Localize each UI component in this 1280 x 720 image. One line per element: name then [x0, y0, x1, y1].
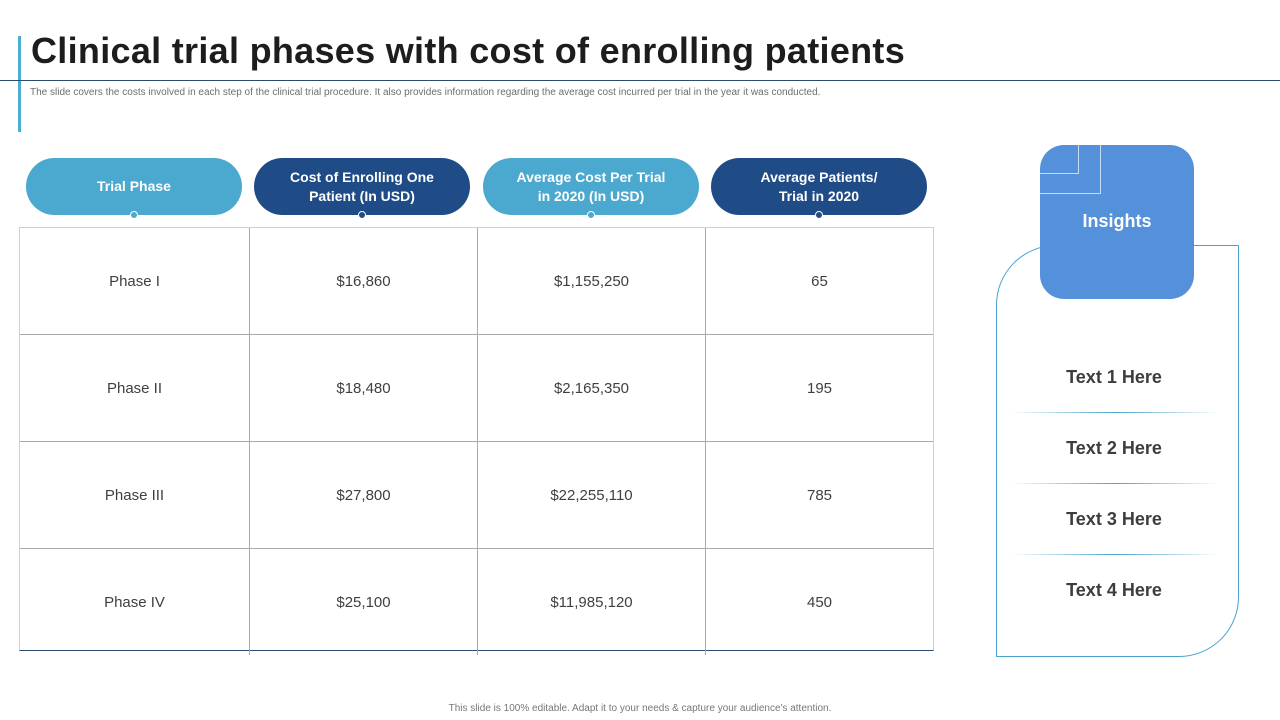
table-cell: Phase IV	[104, 593, 165, 611]
header-label: Average Patients/ Trial in 2020	[760, 168, 878, 204]
table-cell: $25,100	[249, 549, 477, 655]
table-cell: $1,155,250	[477, 228, 705, 334]
page-title: Clinical trial phases with cost of enrol…	[31, 30, 906, 71]
insight-item-3: Text 3 Here	[1066, 509, 1162, 529]
header-connector-dot	[130, 211, 138, 219]
table-cell: $2,165,350	[477, 335, 705, 441]
table-cell: Phase I	[109, 272, 160, 290]
insight-divider	[1010, 412, 1220, 413]
header-connector-dot	[358, 211, 366, 219]
header-connector-dot	[587, 211, 595, 219]
header-trial-phase: Trial Phase	[26, 158, 242, 219]
insight-item-4: Text 4 Here	[1066, 580, 1162, 600]
header-label: Cost of Enrolling One Patient (In USD)	[290, 168, 434, 204]
decorative-corner-lines-inner	[1040, 145, 1079, 174]
table-cell: 785	[705, 442, 933, 548]
header-cost-enrolling: Cost of Enrolling One Patient (In USD)	[254, 158, 470, 219]
table-cell: $22,255,110	[477, 442, 705, 548]
header-average-patients: Average Patients/ Trial in 2020	[711, 158, 927, 219]
title-accent-bar	[18, 36, 21, 132]
table-cell: Phase II	[106, 379, 163, 397]
table-cell: 195	[705, 335, 933, 441]
table-cell: 65	[705, 228, 933, 334]
header-label: Trial Phase	[97, 178, 171, 194]
insight-divider	[1010, 483, 1220, 484]
decorative-corner-lines	[1040, 145, 1101, 194]
title-divider	[0, 80, 1280, 81]
footer-note: This slide is 100% editable. Adapt it to…	[448, 703, 832, 714]
insights-title: Insights	[1082, 211, 1152, 231]
table-row: Phase II $18,480 $2,165,350 195	[20, 334, 933, 441]
insights-panel	[996, 245, 1239, 657]
header-connector-dot	[815, 211, 823, 219]
table-cell: $18,480	[249, 335, 477, 441]
insights-header-box: Insights	[1040, 145, 1194, 299]
table-cell: $27,800	[249, 442, 477, 548]
page-subtitle: The slide covers the costs involved in e…	[30, 87, 821, 98]
header-label: Average Cost Per Trial in 2020 (In USD)	[516, 168, 666, 204]
table-cell: $11,985,120	[477, 549, 705, 655]
insight-divider	[1010, 554, 1220, 555]
table-cell: 450	[705, 549, 933, 655]
header-average-cost: Average Cost Per Trial in 2020 (In USD)	[483, 158, 699, 219]
phases-table: Phase I $16,860 $1,155,250 65 Phase II $…	[19, 227, 934, 655]
table-cell: Phase III	[104, 486, 165, 504]
insight-item-1: Text 1 Here	[1066, 367, 1162, 387]
table-row: Phase IV $25,100 $11,985,120 450	[20, 548, 933, 655]
table-row: Phase I $16,860 $1,155,250 65	[20, 228, 933, 334]
table-cell: $16,860	[249, 228, 477, 334]
insight-item-2: Text 2 Here	[1066, 438, 1162, 458]
table-row: Phase III $27,800 $22,255,110 785	[20, 441, 933, 548]
